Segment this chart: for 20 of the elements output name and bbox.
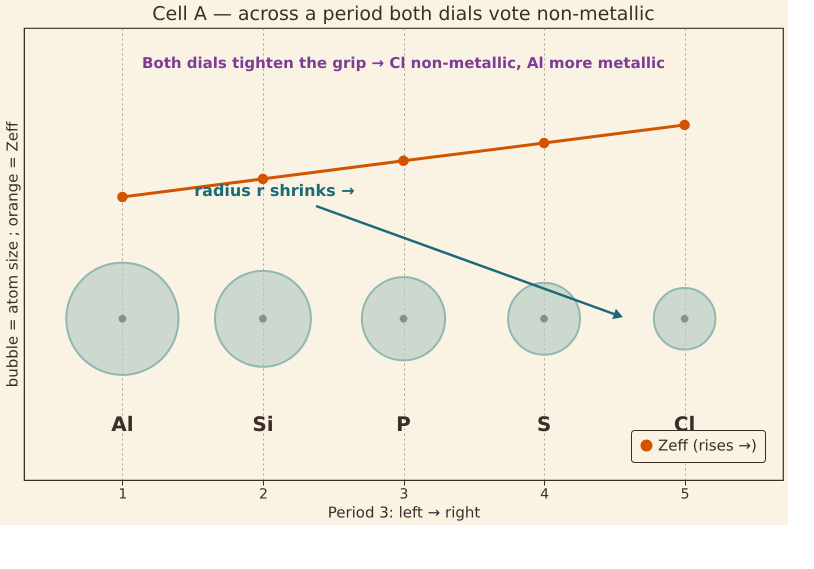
point xyxy=(538,138,550,148)
chart-title: Cell A — across a period both dials vote non-metallic xyxy=(152,3,655,25)
annotation: radius r shrinks → xyxy=(194,181,355,200)
annotation: Al xyxy=(111,412,134,436)
legend-label: Zeff (rises →) xyxy=(658,436,757,454)
annotation: S xyxy=(536,412,552,436)
text: Both dials tighten the grip → Cl non-metallic, Al more metallic xyxy=(142,54,666,72)
point xyxy=(117,192,128,202)
annotation: P xyxy=(396,412,411,436)
x-tick-label: 2 xyxy=(258,486,268,502)
x-axis-title: Period 3: left → right xyxy=(328,504,480,522)
point xyxy=(258,174,268,184)
y-axis-title: bubble = atom size ; orange = Zeff xyxy=(4,121,22,388)
x-tick-label: 4 xyxy=(540,486,550,502)
point xyxy=(398,156,409,166)
x-tick-label: 1 xyxy=(118,486,128,502)
x-tick-label: 3 xyxy=(400,486,408,502)
x-tick-label: 5 xyxy=(680,486,690,502)
annotation: Si xyxy=(252,412,274,436)
point xyxy=(679,120,690,130)
